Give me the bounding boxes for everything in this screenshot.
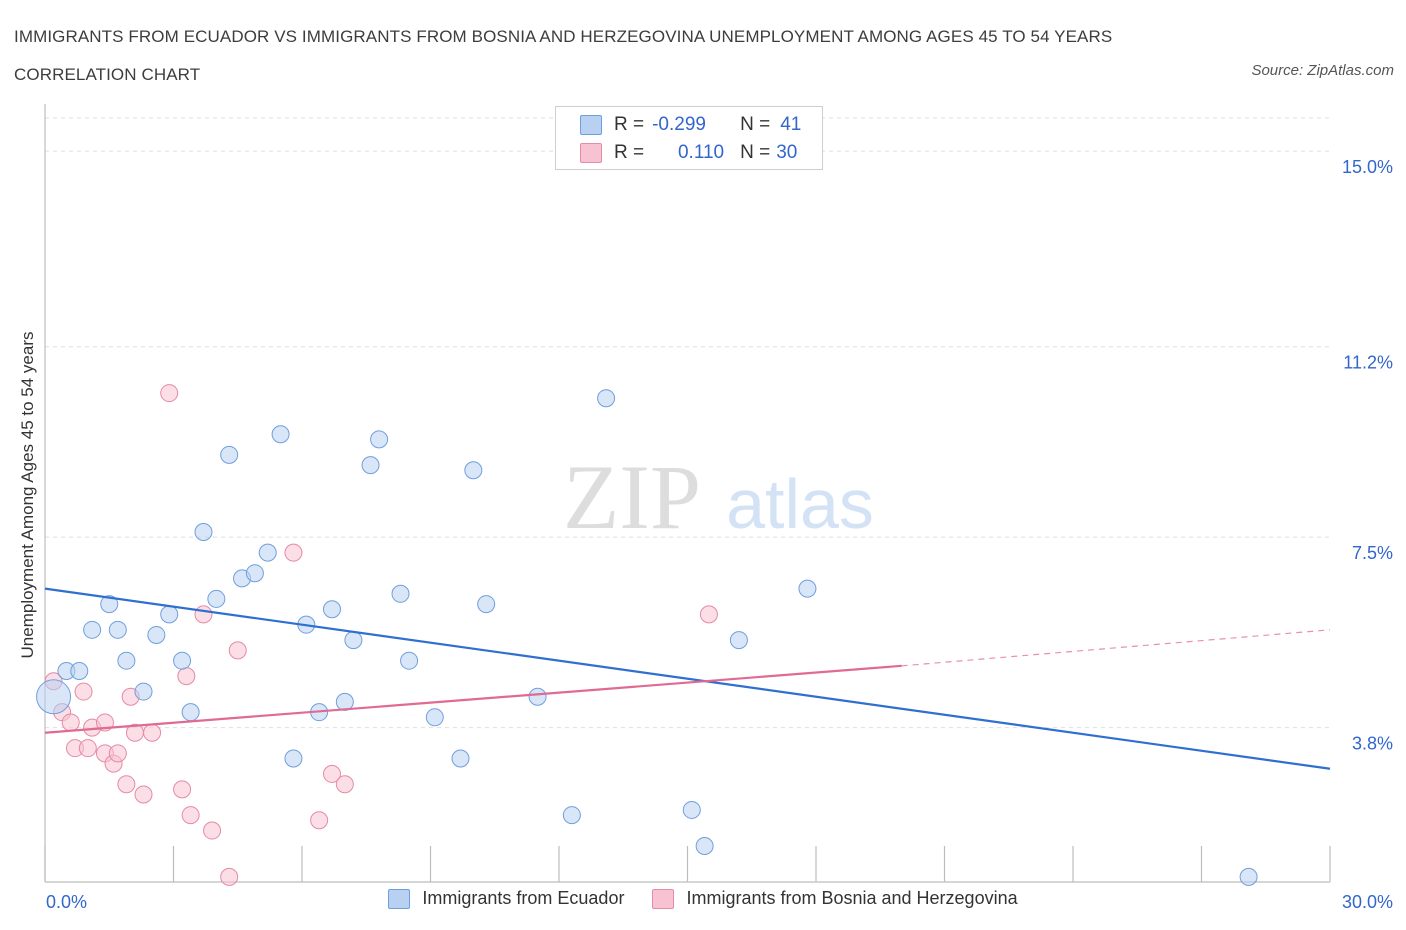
ecuador-point <box>695 836 714 855</box>
legend-label-ecuador: Immigrants from Ecuador <box>422 888 625 908</box>
y-tick-label: 7.5% <box>1352 543 1393 563</box>
legend-row-bosnia: R = 0.110 N = 30 <box>580 140 797 166</box>
ecuador-point <box>344 631 363 650</box>
bosnia-point <box>160 384 179 403</box>
bosnia-point <box>117 775 136 794</box>
r-label: R = <box>614 114 645 135</box>
n-value: 41 <box>780 114 802 135</box>
ecuador-point <box>36 679 72 715</box>
r-value: -0.299 <box>652 114 706 135</box>
bosnia-trend-line <box>44 664 902 734</box>
ecuador-point <box>83 620 102 639</box>
ecuador-swatch <box>580 115 602 135</box>
chart-title: IMMIGRANTS FROM ECUADOR VS IMMIGRANTS FR… <box>14 27 1113 84</box>
ecuador-point <box>245 564 264 583</box>
n-label: N = <box>740 114 771 135</box>
ecuador-point <box>173 651 192 670</box>
ecuador-point <box>425 708 444 727</box>
bosnia-point <box>310 811 329 830</box>
ecuador-point <box>464 461 483 480</box>
bosnia-point <box>108 744 127 763</box>
ecuador-point <box>271 425 290 444</box>
ecuador-point <box>798 579 817 598</box>
trend-lines <box>44 587 1331 770</box>
ecuador-point <box>682 800 701 819</box>
ecuador-point <box>562 806 581 825</box>
ecuador-point <box>391 584 410 603</box>
watermark: ZIP atlas <box>563 446 874 548</box>
r-label: R = <box>614 142 645 163</box>
ecuador-point <box>70 661 89 680</box>
bosnia-point <box>181 806 200 825</box>
bosnia-point <box>78 739 97 758</box>
n-value: 30 <box>776 142 798 163</box>
legend-item-ecuador[interactable]: Immigrants from Ecuador <box>388 888 624 909</box>
legend-label-bosnia: Immigrants from Bosnia and Herzegovina <box>686 888 1018 908</box>
y-tick-label: 11.2% <box>1343 353 1393 373</box>
bosnia-point <box>143 723 162 742</box>
ecuador-point <box>528 687 547 706</box>
bosnia-point <box>322 764 341 783</box>
ecuador-point <box>284 749 303 768</box>
tick-labels: 3.8% 7.5% 11.2% 15.0% 0.0% 30.0% <box>46 157 1393 912</box>
bosnia-point <box>74 682 93 701</box>
bosnia-point <box>203 821 222 840</box>
bosnia-trend-extension <box>901 629 1331 667</box>
source-credit: Source: ZipAtlas.com <box>1251 62 1394 79</box>
series-bosnia-points <box>44 384 718 886</box>
bosnia-point <box>220 867 239 886</box>
legend-row-ecuador: R = -0.299 N = 41 <box>580 112 801 138</box>
bosnia-swatch <box>580 143 602 163</box>
ecuador-point <box>729 631 748 650</box>
bosnia-point <box>335 775 354 794</box>
bosnia-point <box>228 641 247 660</box>
x-tick-label: 30.0% <box>1342 892 1393 912</box>
ecuador-point <box>117 651 136 670</box>
ecuador-trend-line <box>44 587 1331 770</box>
ecuador-point <box>477 595 496 614</box>
ecuador-point <box>400 651 419 670</box>
x-tick-label: 0.0% <box>46 892 87 912</box>
ecuador-point <box>370 430 389 449</box>
bosnia-point <box>173 780 192 799</box>
ecuador-point <box>451 749 470 768</box>
ecuador-point <box>181 703 200 722</box>
axes <box>44 104 1331 883</box>
watermark-atlas: atlas <box>726 465 874 543</box>
bosnia-point <box>194 605 213 624</box>
y-tick-label: 3.8% <box>1352 734 1393 754</box>
ecuador-point <box>322 600 341 619</box>
ecuador-point <box>597 389 616 408</box>
ecuador-point <box>361 456 380 475</box>
ecuador-point <box>160 605 179 624</box>
ecuador-point <box>1239 867 1258 886</box>
y-tick-label: 15.0% <box>1342 157 1393 177</box>
ecuador-point <box>194 523 213 542</box>
bosnia-point <box>61 713 80 732</box>
legend-item-bosnia[interactable]: Immigrants from Bosnia and Herzegovina <box>652 888 1018 909</box>
ecuador-point <box>108 620 127 639</box>
ecuador-point <box>100 595 119 614</box>
ecuador-point <box>134 682 153 701</box>
ecuador-point <box>220 445 239 464</box>
correlation-legend: R = -0.299 N = 41 R = 0.110 N = 30 <box>555 106 823 170</box>
ecuador-point <box>207 589 226 608</box>
watermark-zip: ZIP <box>563 446 701 548</box>
bosnia-point <box>177 667 196 686</box>
ecuador-point <box>258 543 277 562</box>
series-ecuador-points <box>36 389 1258 886</box>
n-label: N = <box>740 142 771 163</box>
bosnia-point <box>284 543 303 562</box>
ecuador-legend-swatch <box>388 888 411 909</box>
grid-lines <box>45 117 1330 729</box>
bosnia-point <box>699 605 718 624</box>
r-value: 0.110 <box>677 142 725 163</box>
ecuador-point <box>147 625 166 644</box>
bosnia-point <box>134 785 153 804</box>
series-legend: Immigrants from Ecuador Immigrants from … <box>0 888 1406 909</box>
bosnia-legend-swatch <box>652 888 675 909</box>
